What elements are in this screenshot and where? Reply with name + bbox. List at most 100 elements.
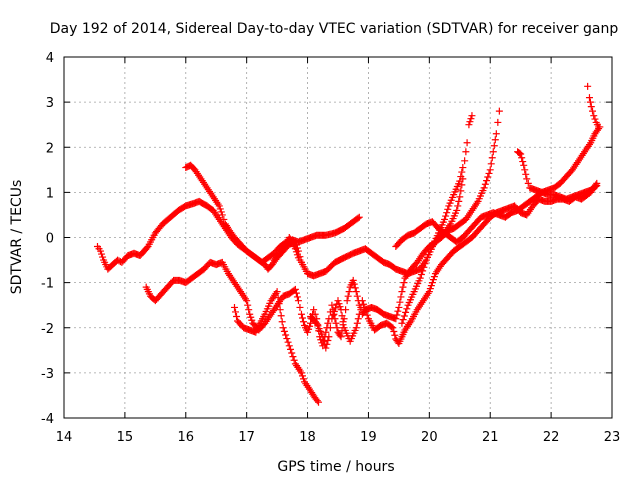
plus-marker	[490, 142, 498, 150]
plus-marker	[394, 307, 402, 315]
plus-marker	[399, 283, 407, 291]
plus-marker	[456, 193, 464, 201]
plus-marker	[215, 202, 223, 210]
y-axis-label: SDTVAR / TECUs	[9, 180, 25, 295]
plus-marker	[292, 248, 300, 256]
x-tick-label: 22	[543, 430, 560, 445]
plus-marker	[516, 149, 524, 157]
plus-marker	[492, 130, 500, 138]
plus-marker	[273, 288, 281, 296]
plus-marker	[486, 166, 494, 174]
plus-marker	[400, 279, 408, 287]
plus-marker	[584, 82, 592, 90]
plus-marker	[352, 324, 360, 332]
plus-marker	[248, 316, 256, 324]
plus-marker	[489, 148, 497, 156]
plus-marker	[484, 173, 492, 181]
plus-marker	[246, 310, 254, 318]
plus-marker	[323, 340, 331, 348]
plus-marker	[421, 260, 429, 268]
plus-marker	[216, 205, 224, 213]
plus-marker	[284, 338, 292, 346]
plus-marker	[330, 308, 338, 316]
plus-marker	[458, 168, 466, 176]
plus-marker	[245, 306, 253, 314]
plus-marker	[339, 318, 347, 326]
y-tick-label: 0	[46, 232, 54, 247]
plus-marker	[288, 349, 296, 357]
plus-marker	[485, 169, 493, 177]
plus-marker	[297, 310, 305, 318]
plus-marker	[337, 306, 345, 314]
plus-marker	[328, 315, 336, 323]
x-tick-label: 18	[299, 430, 316, 445]
plus-marker	[443, 209, 451, 217]
plus-marker	[441, 215, 449, 223]
plus-marker	[391, 331, 399, 339]
plus-marker	[416, 274, 424, 282]
plus-marker	[297, 258, 305, 266]
plus-marker	[457, 173, 465, 181]
y-tick-label: 4	[46, 51, 54, 66]
plus-marker	[299, 375, 307, 383]
plus-marker	[519, 158, 527, 166]
plus-marker	[352, 288, 360, 296]
plus-marker	[491, 136, 499, 144]
plus-marker	[291, 285, 299, 293]
plus-marker	[278, 318, 286, 326]
plus-marker	[344, 292, 352, 300]
x-tick-label: 14	[56, 430, 73, 445]
plus-marker	[290, 356, 298, 364]
plus-marker	[461, 157, 469, 165]
plus-marker	[275, 300, 283, 308]
plus-marker	[595, 123, 603, 131]
plus-marker	[143, 244, 151, 252]
plus-marker	[304, 328, 312, 336]
plus-marker	[427, 282, 435, 290]
chart-title: Day 192 of 2014, Sidereal Day-to-day VTE…	[50, 21, 619, 37]
plus-marker	[220, 215, 228, 223]
plus-marker	[276, 306, 284, 314]
plus-marker	[591, 115, 599, 123]
plus-marker	[355, 213, 363, 221]
plus-marker	[349, 276, 357, 284]
plus-marker	[590, 112, 598, 120]
plus-marker	[291, 245, 299, 253]
plus-marker	[518, 154, 526, 162]
x-tick-label: 17	[238, 430, 255, 445]
plus-marker	[465, 121, 473, 129]
plus-marker	[417, 271, 425, 279]
plus-marker	[299, 318, 307, 326]
plus-marker	[392, 315, 400, 323]
plus-marker	[279, 324, 287, 332]
plus-marker	[589, 107, 597, 115]
plus-marker	[444, 205, 452, 213]
plus-marker	[396, 298, 404, 306]
x-tick-label: 23	[604, 430, 621, 445]
plus-marker	[336, 331, 344, 339]
plus-marker	[488, 154, 496, 162]
plus-marker	[457, 187, 465, 195]
plus-marker	[419, 267, 427, 275]
plus-marker	[480, 184, 488, 192]
plus-marker	[306, 322, 314, 330]
plus-marker	[361, 304, 369, 312]
y-tick-label: -2	[41, 322, 54, 337]
plus-marker	[483, 177, 491, 185]
y-tick-label: 1	[46, 186, 54, 201]
plus-marker	[466, 118, 474, 126]
plus-marker	[397, 293, 405, 301]
plus-marker	[455, 197, 463, 205]
plus-marker	[332, 304, 340, 312]
plus-marker	[328, 301, 336, 309]
plus-marker	[230, 303, 238, 311]
plus-marker	[355, 310, 363, 318]
plus-marker	[521, 166, 529, 174]
x-tick-label: 20	[421, 430, 438, 445]
plus-marker	[233, 312, 241, 320]
plus-marker	[322, 328, 330, 336]
plus-marker	[354, 315, 362, 323]
plus-marker	[467, 115, 475, 123]
plus-marker	[99, 253, 107, 261]
